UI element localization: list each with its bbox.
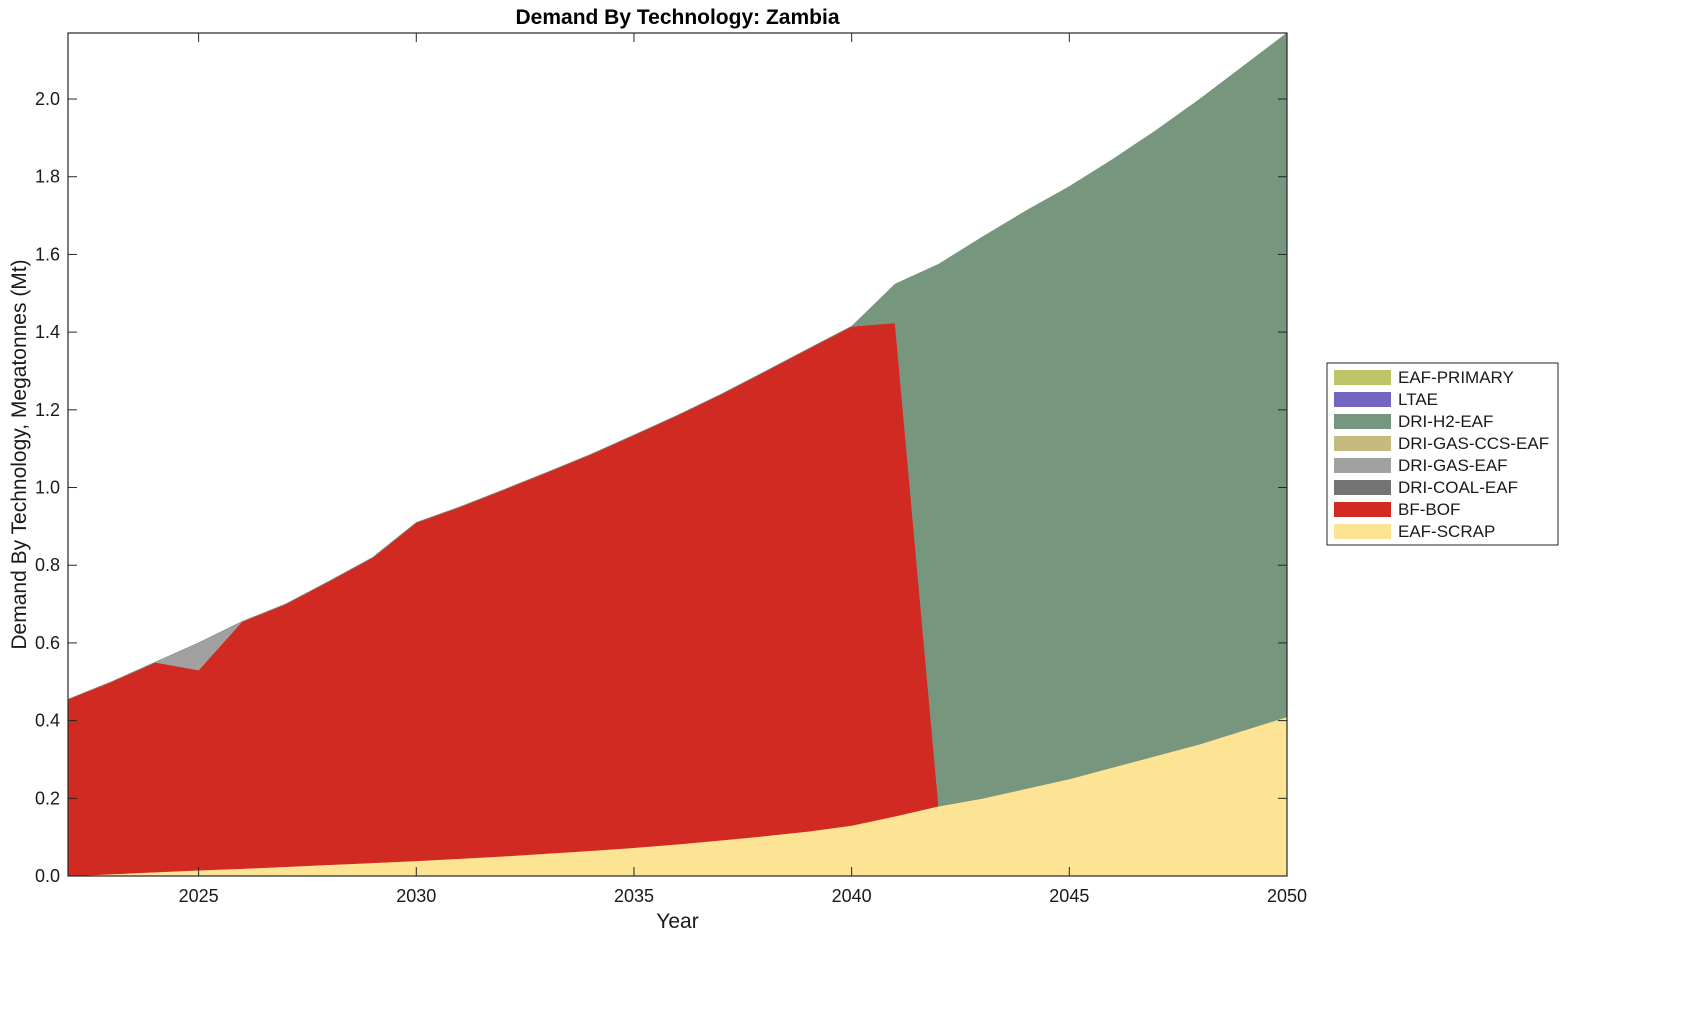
x-tick-label: 2045 <box>1049 886 1089 906</box>
legend-label-dri-coal-eaf: DRI-COAL-EAF <box>1398 478 1518 497</box>
legend-label-dri-gas-ccs-eaf: DRI-GAS-CCS-EAF <box>1398 434 1549 453</box>
legend: EAF-PRIMARY LTAE DRI-H2-EAF DRI-GAS-CCS-EAF… <box>1326 362 1559 546</box>
legend-swatch-eaf-scrap <box>1334 524 1391 539</box>
y-tick-label: 0.0 <box>35 866 60 886</box>
y-axis-title: Demand By Technology, Megatonnes (Mt) <box>8 259 31 649</box>
legend-swatch-ltae <box>1334 392 1391 407</box>
y-tick-label: 0.6 <box>35 633 60 653</box>
area-series-layer <box>67 32 1288 877</box>
y-tick-label: 1.8 <box>35 167 60 187</box>
legend-swatch-dri-coal-eaf <box>1334 480 1391 495</box>
legend-label-eaf-primary: EAF-PRIMARY <box>1398 368 1514 387</box>
x-tick-label: 2030 <box>396 886 436 906</box>
plot-frame <box>67 32 1288 877</box>
y-tick-label: 0.8 <box>35 555 60 575</box>
y-tick-label: 0.4 <box>35 711 60 731</box>
legend-swatch-dri-gas-eaf <box>1334 458 1391 473</box>
legend-swatch-dri-h2-eaf <box>1334 414 1391 429</box>
legend-label-ltae: LTAE <box>1398 390 1438 409</box>
y-tick-label: 1.6 <box>35 244 60 264</box>
legend-label-bf-bof: BF-BOF <box>1398 500 1460 519</box>
x-tick-label: 2040 <box>832 886 872 906</box>
x-tick-label: 2050 <box>1267 886 1307 906</box>
y-tick-label: 1.4 <box>35 322 60 342</box>
y-tick-label: 1.2 <box>35 400 60 420</box>
x-tick-label: 2035 <box>614 886 654 906</box>
legend-label-dri-gas-eaf: DRI-GAS-EAF <box>1398 456 1508 475</box>
x-axis-title: Year <box>656 910 698 933</box>
x-tick-label: 2025 <box>179 886 219 906</box>
chart-title: Demand By Technology: Zambia <box>516 6 840 29</box>
legend-label-eaf-scrap: EAF-SCRAP <box>1398 522 1495 541</box>
legend-label-dri-h2-eaf: DRI-H2-EAF <box>1398 412 1493 431</box>
legend-swatch-dri-gas-ccs-eaf <box>1334 436 1391 451</box>
legend-swatch-bf-bof <box>1334 502 1391 517</box>
legend-swatch-eaf-primary <box>1334 370 1391 385</box>
axis-ticks: 2025 2030 2035 2040 2045 2050 0.0 0.2 0.4 0.6 0.8 1… <box>35 33 1307 906</box>
y-tick-label: 0.2 <box>35 788 60 808</box>
y-tick-label: 1.0 <box>35 478 60 498</box>
y-tick-label: 2.0 <box>35 89 60 109</box>
